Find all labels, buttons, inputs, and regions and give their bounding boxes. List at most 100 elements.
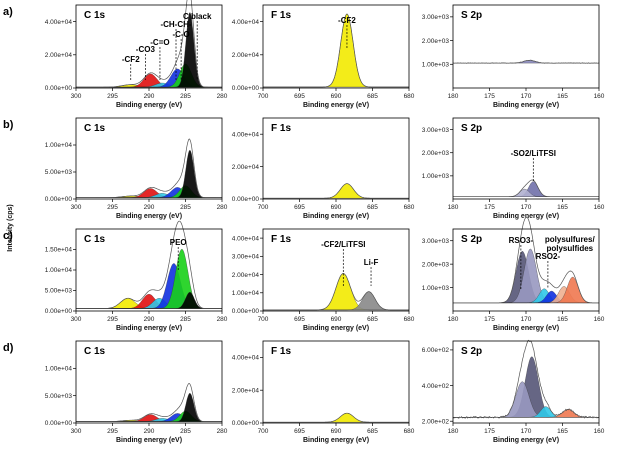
y-tick-label: 0.00e+00 <box>45 196 73 203</box>
x-tick-label: 695 <box>294 428 305 435</box>
y-tick-label: 2.00e+04 <box>232 272 260 279</box>
y-tick-label: 5.00e+03 <box>45 288 73 295</box>
peak-S-1 <box>453 188 599 197</box>
panel-F-4: 700 695 690 685 680 Binding energy (eV) 0.00e+… <box>232 340 415 444</box>
x-tick-label: 290 <box>144 316 155 323</box>
y-tick-label: 1.00e+03 <box>422 285 450 292</box>
panel-S-4: 180 175 170 165 160 Binding energy (eV) 2.00e+… <box>422 339 605 444</box>
y-tick-label: 5.00e+03 <box>45 169 73 176</box>
x-tick-label: 685 <box>367 93 378 100</box>
envelope-F <box>263 183 409 199</box>
x-axis-label: Binding energy (eV) <box>493 437 559 444</box>
y-tick-label: 1.00e+03 <box>422 61 450 68</box>
panel-S-3: 180 175 170 165 160 Binding energy (eV) 1.00e+… <box>422 216 605 332</box>
panel-title-F: F 1s <box>271 10 291 21</box>
y-tick-label: 4.00e+04 <box>232 235 260 242</box>
x-tick-label: 295 <box>107 93 118 100</box>
x-tick-label: 280 <box>217 204 228 211</box>
row-label-3: d) <box>3 342 14 354</box>
x-axis-label: Binding energy (eV) <box>116 102 182 109</box>
annotation-label: -CF2/LiTFSI <box>321 240 365 249</box>
y-tick-label: 3.00e+04 <box>232 254 260 261</box>
y-tick-label: 4.00e+04 <box>232 19 260 26</box>
y-tick-label: 2.00e+04 <box>232 52 260 59</box>
x-tick-label: 695 <box>294 204 305 211</box>
panel-title-F: F 1s <box>271 346 291 357</box>
envelope-C <box>76 220 222 309</box>
envelope-C <box>76 383 222 422</box>
x-tick-label: 695 <box>294 93 305 100</box>
x-axis-label: Binding energy (eV) <box>303 213 369 220</box>
y-tick-label: 4.00e+04 <box>232 355 260 362</box>
x-axis-label: Binding energy (eV) <box>303 437 369 444</box>
x-tick-label: 680 <box>404 428 415 435</box>
envelope-F <box>263 412 409 423</box>
annotation-label: -C-O <box>172 30 189 39</box>
panel-S-2: 180 175 170 165 160 Binding energy (eV) 1.00e+… <box>422 117 605 220</box>
x-tick-label: 285 <box>180 204 191 211</box>
y-tick-label: 2.00e+02 <box>422 418 450 425</box>
peak-F-0 <box>263 273 409 311</box>
x-tick-label: 175 <box>484 428 495 435</box>
x-tick-label: 290 <box>144 204 155 211</box>
annotation-label: PEO <box>170 238 187 247</box>
row-label-0: a) <box>3 6 13 18</box>
y-tick-label: 0.00e+00 <box>45 420 73 427</box>
x-axis-label: Binding energy (eV) <box>116 213 182 220</box>
x-tick-label: 700 <box>258 316 269 323</box>
x-axis-label: Binding energy (eV) <box>493 213 559 220</box>
x-tick-label: 165 <box>557 93 568 100</box>
x-tick-label: 685 <box>367 316 378 323</box>
panel-F-2: 700 695 690 685 680 Binding energy (eV) 0.00e+… <box>232 117 415 220</box>
x-tick-label: 175 <box>484 316 495 323</box>
peak-F-0 <box>263 183 409 199</box>
y-tick-label: 4.00e+02 <box>422 383 450 390</box>
annotation-label: -CF2 <box>338 16 356 25</box>
x-tick-label: 180 <box>448 204 459 211</box>
y-tick-label: 0.00e+00 <box>232 85 260 92</box>
x-tick-label: 695 <box>294 316 305 323</box>
x-tick-label: 700 <box>258 93 269 100</box>
x-tick-label: 285 <box>180 93 191 100</box>
x-tick-label: 295 <box>107 428 118 435</box>
annotation-label: RSO3- <box>509 236 534 245</box>
y-tick-label: 1.00e+04 <box>45 142 73 149</box>
x-tick-label: 170 <box>521 93 532 100</box>
panel-F-3: 700 695 690 685 680 Binding energy (eV) 0.00e+… <box>232 228 415 332</box>
y-tick-label: 6.00e+02 <box>422 347 450 354</box>
x-tick-label: 175 <box>484 93 495 100</box>
y-tick-label: 2.00e+03 <box>422 150 450 157</box>
x-tick-label: 290 <box>144 93 155 100</box>
annotation-label: -CF2 <box>122 55 140 64</box>
x-tick-label: 160 <box>594 93 605 100</box>
annotation-label: -CH-CH- <box>160 20 191 29</box>
x-tick-label: 690 <box>331 204 342 211</box>
panel-title-S: S 2p <box>461 10 482 21</box>
y-tick-label: 0.00e+00 <box>45 85 73 92</box>
y-tick-label: 3.00e+03 <box>422 14 450 21</box>
y-tick-label: 1.00e+04 <box>232 290 260 297</box>
x-axis-label: Binding energy (eV) <box>116 325 182 332</box>
panel-C-1: 300 295 290 285 280 Binding energy (eV) 0.00e+… <box>45 0 228 109</box>
envelope-F <box>263 273 409 311</box>
annotation-label: polysulfures/ <box>545 235 596 244</box>
panel-C-2: 300 295 290 285 280 Binding energy (eV) 0.00e+… <box>45 117 228 220</box>
y-tick-label: 4.00e+04 <box>45 19 73 26</box>
x-tick-label: 300 <box>71 204 82 211</box>
y-tick-label: 2.00e+03 <box>422 38 450 45</box>
x-axis-label: Binding energy (eV) <box>493 102 559 109</box>
x-tick-label: 180 <box>448 316 459 323</box>
panel-title-C: C 1s <box>84 346 106 357</box>
y-tick-label: 2.00e+04 <box>232 387 260 394</box>
x-tick-label: 680 <box>404 93 415 100</box>
y-tick-label: 2.00e+04 <box>232 164 260 171</box>
x-tick-label: 165 <box>557 204 568 211</box>
x-tick-label: 160 <box>594 316 605 323</box>
panel-C-4: 300 295 290 285 280 Binding energy (eV) 0.00e+… <box>45 340 228 444</box>
y-tick-label: 1.50e+04 <box>45 247 73 254</box>
panel-C-3: 300 295 290 285 280 Binding energy (eV) 0.00e+… <box>45 220 228 332</box>
x-tick-label: 300 <box>71 316 82 323</box>
envelope-S <box>453 59 600 64</box>
annotation-label: Li-F <box>364 258 379 267</box>
